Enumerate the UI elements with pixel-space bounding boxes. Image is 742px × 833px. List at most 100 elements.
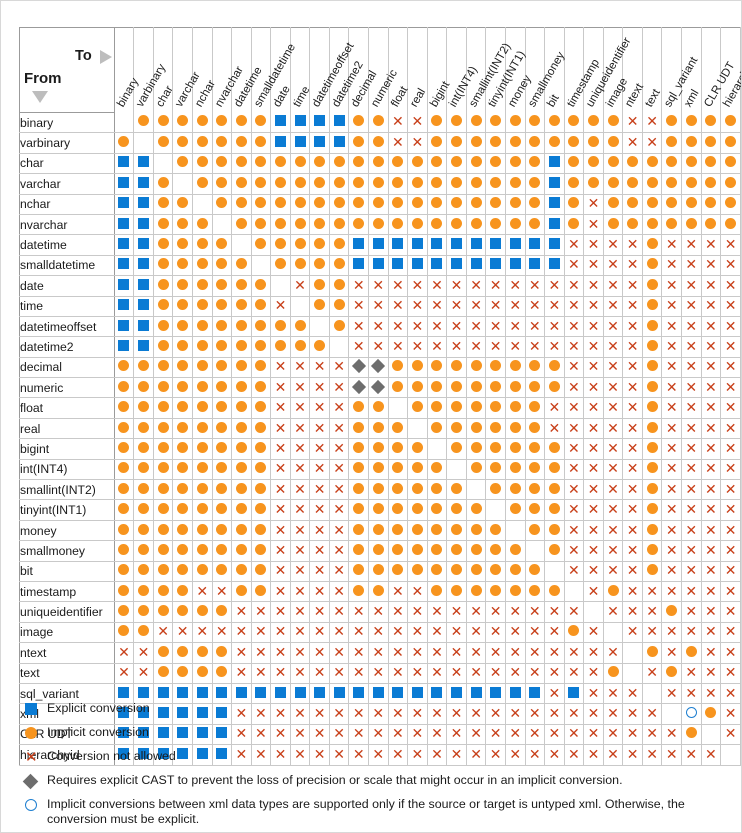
cell-x-icon: ✕ [313,706,326,723]
matrix-cell: ✕ [407,581,428,603]
matrix-cell [388,459,409,481]
row-header-binary: binary [19,112,115,134]
matrix-cell [505,561,526,582]
matrix-cell [153,275,174,297]
matrix-cell: ✕ [681,275,702,297]
matrix-cell: ✕ [583,234,604,256]
cell-circle-icon [568,197,580,209]
matrix-cell: ✕ [388,663,409,684]
cell-x-icon: ✕ [724,420,737,437]
cell-circle-icon [177,197,189,209]
matrix-cell [172,357,193,379]
cell-x-icon: ✕ [548,706,561,723]
cell-x-icon: ✕ [489,726,502,743]
cell-x-icon: ✕ [568,665,580,682]
matrix-cell [192,316,213,338]
cell-x-icon: ✕ [391,624,404,641]
matrix-cell: ✕ [681,377,702,399]
cell-circle-icon [294,238,306,250]
cell-x-icon: ✕ [607,400,619,417]
matrix-cell: ✕ [544,601,565,623]
matrix-cell [427,397,448,419]
matrix-cell [485,357,506,379]
matrix-cell [231,132,252,154]
matrix-cell [212,499,233,521]
matrix-cell: ✕ [348,336,369,358]
cell-x-icon: ✕ [568,481,580,498]
matrix-cell [525,540,546,562]
cell-x-icon: ✕ [587,359,600,376]
matrix-cell [368,520,389,542]
cell-circle-icon [196,136,208,148]
matrix-cell: ✕ [290,275,311,297]
matrix-cell [114,703,135,725]
column-header-hierarchyid: hierarchyid [720,27,741,113]
matrix-cell [153,316,174,338]
cell-x-icon: ✕ [704,237,717,254]
matrix-cell [329,214,350,236]
matrix-cell: ✕ [525,663,546,684]
matrix-cell [388,173,409,195]
cell-x-icon: ✕ [294,706,306,723]
cell-circle-icon [392,217,404,229]
cell-circle-icon [157,503,169,515]
matrix-cell [485,499,506,521]
matrix-cell [622,153,643,175]
matrix-cell [427,357,448,379]
cell-circle-icon [685,136,697,148]
matrix-cell [603,663,624,684]
matrix-cell [427,255,448,277]
cell-x-icon: ✕ [548,420,561,437]
matrix-cell [525,561,546,582]
matrix-cell [270,336,291,358]
cell-circle-icon [157,217,169,229]
matrix-cell [446,173,467,195]
matrix-cell [153,132,174,154]
matrix-cell: ✕ [309,724,330,746]
matrix-cell: ✕ [720,540,741,562]
matrix-cell: ✕ [309,377,330,399]
cell-circle-icon [509,380,521,392]
cell-circle-icon [274,176,286,188]
cell-circle-icon [529,176,541,188]
matrix-cell [290,132,311,154]
matrix-cell: ✕ [622,132,643,154]
matrix-cell [466,255,487,277]
matrix-cell [622,214,643,236]
cell-circle-icon [705,707,717,719]
matrix-cell: ✕ [681,581,702,603]
matrix-row: decimal ✕ ✕ ✕ ✕ ✕ ✕ ✕ ✕ ✕ ✕ ✕ ✕ [19,357,741,379]
cell-circle-icon [255,319,267,331]
matrix-cell: ✕ [720,377,741,399]
row-header-char: char [19,153,115,175]
cell-diamond-icon [351,359,366,374]
matrix-cell [466,499,487,521]
matrix-cell [642,275,663,297]
matrix-cell [661,194,682,215]
matrix-cell [407,214,428,236]
matrix-cell: ✕ [720,642,741,664]
cell-circle-icon [470,441,482,453]
matrix-row: text ✕ ✕ ✕ ✕ ✕ ✕ ✕ ✕ ✕ ✕ ✕ ✕ ✕ ✕ ✕ ✕ ✕ ✕ ✕ ✕ ✕ ✕ ✕ ✕ ✕ [19,663,741,684]
matrix-cell [642,173,663,195]
cell-x-icon: ✕ [587,502,600,519]
cell-x-icon: ✕ [568,502,580,519]
cell-square-icon [255,686,267,698]
cell-circle-icon [529,217,541,229]
cell-x-icon: ✕ [313,542,326,559]
matrix-cell [525,173,546,195]
matrix-cell: ✕ [309,622,330,644]
cell-x-icon: ✕ [274,379,287,396]
cell-square-icon [138,238,150,250]
cell-x-icon: ✕ [450,277,463,294]
matrix-cell: ✕ [525,622,546,644]
cell-circle-icon [138,401,150,413]
cell-circle-icon [529,462,541,474]
cell-diamond-icon [351,379,366,394]
matrix-cell: ✕ [661,255,682,277]
matrix-cell [270,255,291,277]
cell-square-icon [274,136,286,148]
matrix-cell [192,214,213,236]
matrix-cell [231,234,252,256]
cell-circle-icon [451,380,463,392]
